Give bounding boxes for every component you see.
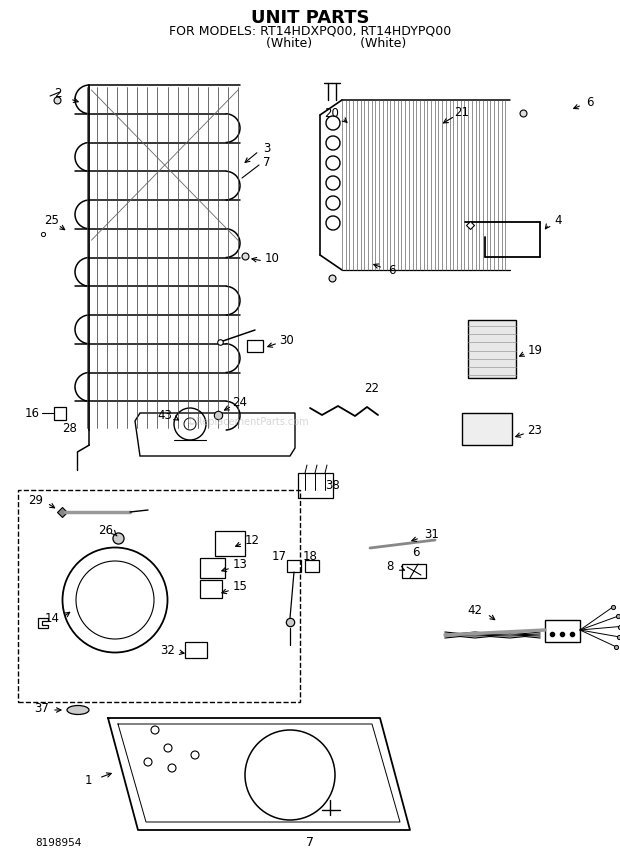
Ellipse shape bbox=[67, 705, 89, 715]
Bar bbox=[298, 473, 333, 498]
Text: FOR MODELS: RT14HDXPQ00, RT14HDYPQ00: FOR MODELS: RT14HDXPQ00, RT14HDYPQ00 bbox=[169, 25, 451, 38]
Text: (White)            (White): (White) (White) bbox=[214, 37, 406, 50]
Bar bbox=[468, 320, 516, 378]
Bar bbox=[200, 558, 225, 578]
Text: 7: 7 bbox=[264, 156, 271, 169]
Text: 2: 2 bbox=[55, 86, 62, 99]
Text: 32: 32 bbox=[161, 644, 175, 657]
Bar bbox=[462, 413, 512, 445]
Bar bbox=[54, 407, 66, 420]
Text: 22: 22 bbox=[365, 382, 379, 395]
Bar bbox=[200, 580, 222, 598]
Text: UNIT PARTS: UNIT PARTS bbox=[250, 9, 370, 27]
Text: 13: 13 bbox=[232, 558, 247, 572]
Text: ©ReplacementParts.com: ©ReplacementParts.com bbox=[187, 417, 309, 427]
Text: 4: 4 bbox=[554, 213, 562, 227]
Text: 38: 38 bbox=[326, 479, 340, 491]
Text: 6: 6 bbox=[587, 96, 594, 109]
Text: 31: 31 bbox=[425, 528, 440, 542]
Text: 25: 25 bbox=[45, 213, 60, 227]
Text: 23: 23 bbox=[528, 424, 542, 437]
Text: 26: 26 bbox=[99, 524, 113, 537]
Bar bbox=[402, 564, 426, 578]
Text: 17: 17 bbox=[272, 550, 286, 563]
Text: 14: 14 bbox=[45, 611, 60, 625]
Text: 8: 8 bbox=[386, 560, 394, 573]
Bar bbox=[287, 560, 301, 572]
Text: 20: 20 bbox=[324, 106, 339, 120]
Text: 29: 29 bbox=[29, 494, 43, 507]
Bar bbox=[18, 490, 300, 702]
Text: 43: 43 bbox=[157, 408, 172, 421]
Text: 30: 30 bbox=[280, 334, 294, 347]
Text: 3: 3 bbox=[264, 141, 271, 154]
Text: 6: 6 bbox=[412, 545, 420, 558]
Text: 42: 42 bbox=[467, 603, 482, 616]
Text: 21: 21 bbox=[454, 105, 469, 118]
Text: 15: 15 bbox=[232, 580, 247, 593]
Text: 6: 6 bbox=[388, 264, 396, 276]
Bar bbox=[247, 340, 263, 352]
Text: 19: 19 bbox=[528, 343, 542, 356]
Bar bbox=[185, 642, 207, 658]
Text: 1: 1 bbox=[84, 774, 92, 787]
Bar bbox=[545, 620, 580, 642]
Bar bbox=[215, 531, 245, 556]
Text: 37: 37 bbox=[35, 702, 50, 715]
Text: 18: 18 bbox=[303, 550, 317, 563]
Text: 16: 16 bbox=[25, 407, 40, 419]
Text: 10: 10 bbox=[265, 252, 280, 265]
Text: 8198954: 8198954 bbox=[35, 838, 81, 848]
Text: 12: 12 bbox=[244, 533, 260, 546]
Bar bbox=[305, 560, 319, 572]
Text: 7: 7 bbox=[306, 836, 314, 849]
Text: 28: 28 bbox=[63, 421, 78, 435]
Text: 24: 24 bbox=[232, 395, 247, 408]
